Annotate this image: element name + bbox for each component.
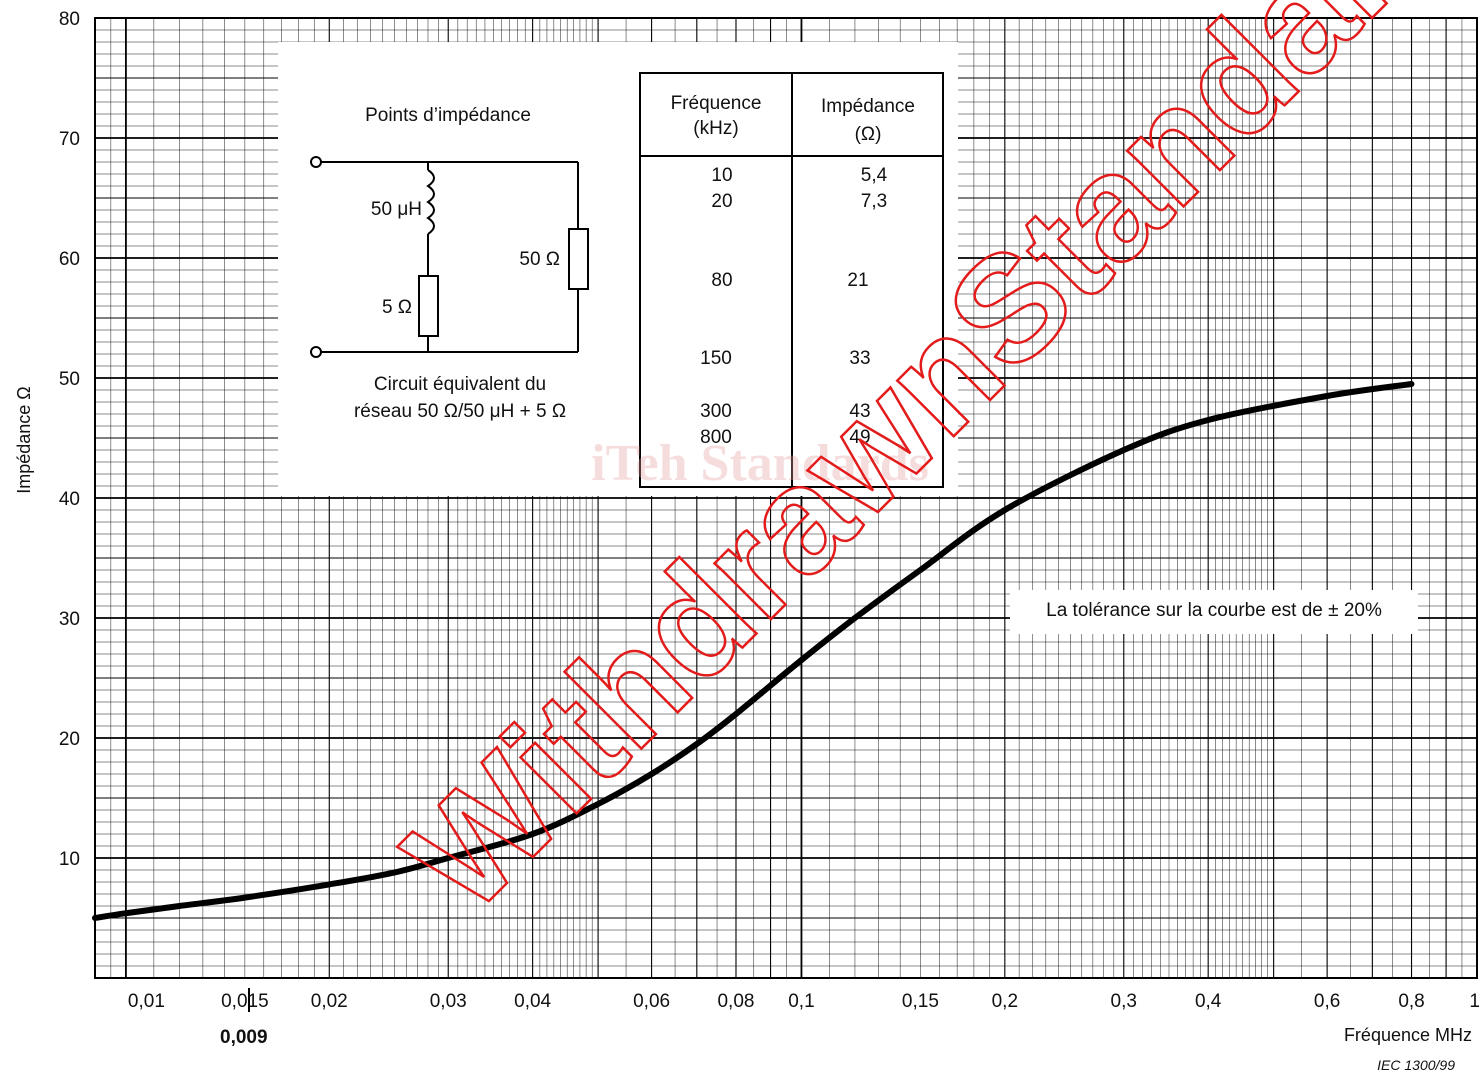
table-header-freq-unit: (kHz) (693, 118, 738, 139)
terminal-bottom (310, 346, 322, 358)
y-tick-label: 20 (59, 729, 80, 750)
table-cell: 43 (849, 401, 870, 422)
table-cell: 150 (700, 348, 732, 369)
plot-frame (94, 17, 1478, 979)
x-tick-label: 0,03 (430, 991, 467, 1012)
table-cell: 21 (847, 270, 868, 291)
table-header-imp-unit: (Ω) (855, 124, 882, 145)
x-tick-label: 1 (1469, 991, 1480, 1012)
impedance-table: Fréquence (kHz) Impédance (Ω) 10 5,4 20 … (639, 72, 944, 488)
table-header-freq: Fréquence (671, 93, 762, 114)
x-tick-label: 0,01 (128, 991, 165, 1012)
resistor-small-label: 5 Ω (382, 297, 412, 318)
x-tick-label: 0,1 (788, 991, 814, 1012)
table-cell: 20 (711, 191, 732, 212)
table-cell: 33 (849, 348, 870, 369)
y-tick-label: 40 (59, 489, 80, 510)
terminal-top (310, 156, 322, 168)
y-tick-label: 10 (59, 849, 80, 870)
table-cell: 10 (711, 165, 732, 186)
x-tick-labels: 0,01 0,015 0,02 0,03 0,04 0,06 0,08 0,1 0,15 0,2 0… (128, 991, 1480, 1012)
watermark-faint-line: iTeh Standards (591, 435, 929, 492)
table-cell: 5,4 (861, 165, 888, 186)
x-tick-label: 0,6 (1314, 991, 1340, 1012)
inset-title: Points d’impédance (365, 105, 531, 126)
y-tick-label: 70 (59, 129, 80, 150)
figure-reference: IEC 1300/99 (1377, 1057, 1455, 1073)
x-tick-label: 0,8 (1398, 991, 1424, 1012)
y-tick-label: 80 (59, 9, 80, 30)
inset-background (278, 42, 958, 496)
y-tick-label: 30 (59, 609, 80, 630)
annotation-background (1010, 590, 1418, 634)
x-tick-label: 0,02 (311, 991, 348, 1012)
impedance-curve (92, 381, 1415, 921)
inset-panel: Points d’impédance 50 μH 5 Ω 50 Ω Circui… (278, 42, 958, 496)
x-tick-label: 0,3 (1111, 991, 1137, 1012)
circuit-caption-line1: Circuit équivalent du (374, 374, 546, 395)
y-tick-label: 60 (59, 249, 80, 270)
circuit-diagram (310, 156, 589, 358)
y-axis-title: Impédance Ω (14, 386, 34, 494)
x-tick-label: 0,04 (514, 991, 551, 1012)
x-tick-label: 0,2 (992, 991, 1018, 1012)
table-cell: 300 (700, 401, 732, 422)
tolerance-annotation: La tolérance sur la courbe est de ± 20% (1010, 590, 1418, 634)
table-cell: 800 (700, 427, 732, 448)
x-tick-label: 0,4 (1195, 991, 1222, 1012)
table-header-imp: Impédance (821, 96, 915, 117)
table-cell: 7,3 (861, 191, 887, 212)
annotation-text: La tolérance sur la courbe est de ± 20% (1046, 600, 1382, 621)
inductor-label: 50 μH (371, 199, 422, 220)
x-tick-label: 0,06 (633, 991, 670, 1012)
x-tick-label: 0,015 (221, 991, 269, 1012)
y-tick-label: 50 (59, 369, 80, 390)
table-cell: 80 (711, 270, 732, 291)
circuit-caption-line2: réseau 50 Ω/50 μH + 5 Ω (354, 401, 566, 422)
resistor-large-label: 50 Ω (519, 249, 560, 270)
x-tick-label: 0,15 (902, 991, 939, 1012)
inductor-symbol (426, 169, 435, 235)
x-tick-label: 0,08 (717, 991, 754, 1012)
table-cell: 49 (849, 427, 870, 448)
y-tick-labels: 10 20 30 40 50 60 70 80 (59, 9, 80, 870)
x-axis-title: Fréquence MHz (1344, 1025, 1472, 1045)
x-start-label: 0,009 (220, 1027, 268, 1048)
